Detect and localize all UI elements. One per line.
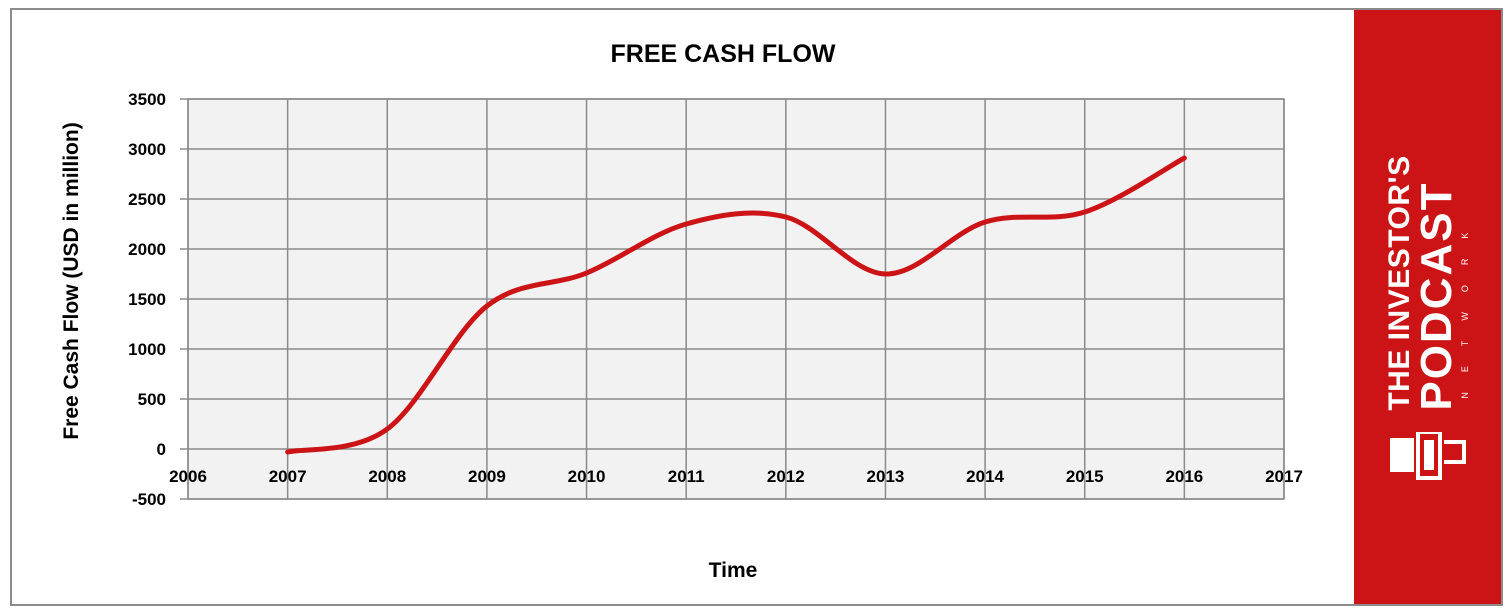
x-tick-label: 2014 bbox=[966, 467, 1004, 486]
chart-title: FREE CASH FLOW bbox=[611, 40, 836, 68]
y-tick-label: 1000 bbox=[128, 340, 166, 359]
y-tick-labels: 3500 3000 2500 2000 1500 1000 500 0 -500 bbox=[128, 90, 166, 509]
x-tick-label: 2008 bbox=[368, 467, 406, 486]
x-tick-label: 2011 bbox=[668, 467, 705, 486]
series-layer bbox=[285, 155, 1187, 455]
y-axis-label: Free Cash Flow (USD in million) bbox=[60, 122, 83, 439]
axes bbox=[180, 98, 1285, 500]
y-tick-label: 2000 bbox=[128, 240, 166, 259]
x-tick-label: 2009 bbox=[468, 467, 506, 486]
x-tick-label: 2017 bbox=[1265, 467, 1303, 486]
x-tick-label: 2010 bbox=[568, 467, 606, 486]
line-chart: FREE CASH FLOW 3500 3000 2500 2000 1500 1000 5… bbox=[60, 40, 1303, 582]
brand-panel: THE INVESTOR'S PODCAST NETWORK bbox=[1354, 10, 1501, 604]
brand-line-2: PODCAST bbox=[1411, 181, 1461, 411]
series-line bbox=[285, 155, 1187, 455]
y-tick-label: 1500 bbox=[128, 290, 166, 309]
x-tick-label: 2006 bbox=[169, 467, 207, 486]
x-tick-label: 2015 bbox=[1066, 467, 1104, 486]
x-tick-label: 2012 bbox=[767, 467, 805, 486]
y-tick-label: 0 bbox=[157, 440, 166, 459]
brand-wordmark: THE INVESTOR'S PODCAST NETWORK bbox=[1382, 155, 1471, 411]
y-tick-label: 3500 bbox=[128, 90, 166, 109]
y-tick-label: 2500 bbox=[128, 190, 166, 209]
x-tick-labels: 2006 2007 2008 2009 2010 2011 2012 2013 2014 2015… bbox=[169, 467, 1303, 486]
y-tick-label: -500 bbox=[132, 490, 166, 509]
x-axis-label: Time bbox=[709, 559, 758, 582]
grid bbox=[187, 98, 1285, 500]
y-tick-label: 500 bbox=[138, 390, 166, 409]
podcast-logo-icon bbox=[1390, 432, 1466, 480]
x-tick-label: 2016 bbox=[1165, 467, 1203, 486]
x-tick-label: 2013 bbox=[867, 467, 905, 486]
y-tick-label: 3000 bbox=[128, 140, 166, 159]
x-tick-label: 2007 bbox=[269, 467, 307, 486]
brand-line-1: THE INVESTOR'S bbox=[1382, 155, 1416, 411]
plot-border bbox=[187, 98, 1285, 500]
